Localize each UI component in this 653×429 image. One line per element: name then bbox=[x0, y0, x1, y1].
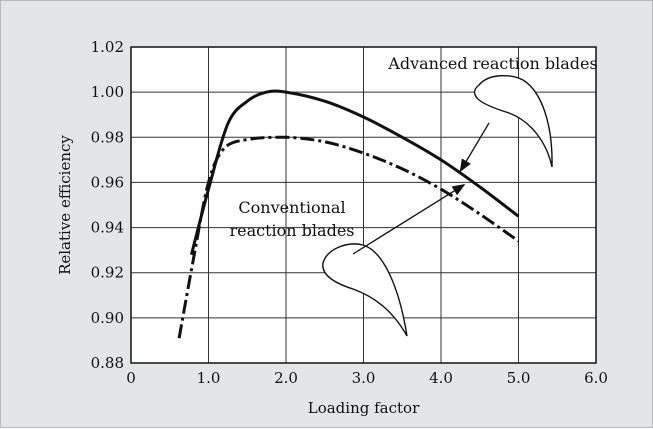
axes-text: 0 1.0 2.0 3.0 4.0 5.0 6.0 0.88 0.90 0.92 0.94 0.96 0… bbox=[56, 38, 608, 417]
y-tick-label: 0.94 bbox=[91, 219, 124, 237]
x-tick-label: 0 bbox=[126, 369, 136, 387]
y-tick-label: 1.00 bbox=[91, 83, 124, 101]
x-tick-label: 3.0 bbox=[352, 369, 376, 387]
annotation-arrow bbox=[459, 122, 490, 173]
y-tick-label: 0.96 bbox=[91, 173, 124, 191]
annotation-label: Advanced reaction blades bbox=[387, 54, 597, 73]
x-tick-label: 6.0 bbox=[584, 369, 608, 387]
x-axis-title: Loading factor bbox=[308, 399, 420, 417]
series-line-advanced bbox=[189, 89, 520, 256]
advanced-blade-profile bbox=[473, 75, 553, 168]
y-tick-label: 0.88 bbox=[91, 354, 124, 372]
y-axis-title: Relative efficiency bbox=[56, 135, 74, 275]
annotation-label: Conventional bbox=[238, 198, 345, 217]
x-tick-label: 2.0 bbox=[274, 369, 298, 387]
y-tick-label: 0.90 bbox=[91, 309, 124, 327]
series-layer bbox=[177, 89, 520, 339]
x-tick-label: 1.0 bbox=[197, 369, 221, 387]
x-tick-label: 4.0 bbox=[429, 369, 453, 387]
annotations: Advanced reaction blades Conventional reac… bbox=[229, 54, 598, 255]
plot-frame bbox=[130, 46, 597, 364]
series-line-conventional bbox=[177, 135, 520, 339]
y-tick-label: 1.02 bbox=[91, 38, 124, 56]
y-tick-label: 0.92 bbox=[91, 264, 124, 282]
annotation-label: reaction blades bbox=[229, 221, 354, 240]
x-tick-label: 5.0 bbox=[507, 369, 531, 387]
y-tick-label: 0.98 bbox=[91, 128, 124, 146]
annotation-arrow bbox=[352, 183, 466, 255]
conventional-blade-profile bbox=[322, 243, 408, 337]
